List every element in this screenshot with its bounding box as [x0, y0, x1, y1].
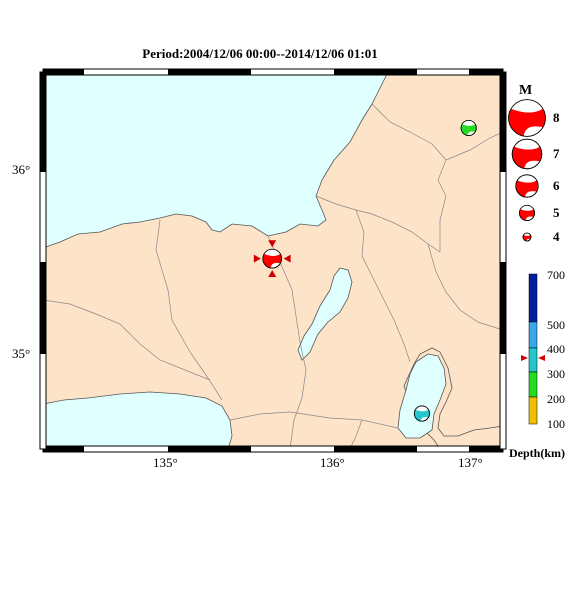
- ise-bay: [397, 353, 447, 439]
- magnitude-legend-value-5: 5: [553, 205, 560, 220]
- depth-tick-100: 100: [547, 417, 565, 431]
- lon-label-137: 137°: [458, 455, 483, 470]
- lat-label-36: 36°: [12, 162, 30, 177]
- depth-band-500-400: [528, 321, 538, 349]
- prefecture-borders: [43, 103, 503, 449]
- depth-band-300-200: [528, 371, 538, 398]
- depth-tick-500: 500: [547, 318, 565, 332]
- axis-labels: 36° 35° 135° 136° 137°: [12, 162, 483, 470]
- depth-band-700-500: [528, 273, 538, 323]
- magnitude-legend-value-4: 4: [553, 229, 560, 244]
- magnitude-legend-ball-4: [522, 232, 532, 242]
- depth-tick-200: 200: [547, 392, 565, 406]
- magnitude-legend-value-8: 8: [553, 110, 560, 125]
- depth-band-400-300: [528, 347, 538, 373]
- depth-tick-300: 300: [547, 367, 565, 381]
- depth-tick-700: 700: [547, 268, 565, 282]
- lon-label-135: 135°: [153, 455, 178, 470]
- magnitude-legend-ball-6: [515, 174, 539, 198]
- magnitude-legend: M 8 7 6 5 4: [508, 83, 560, 244]
- magnitude-legend-ball-7: [511, 138, 543, 170]
- depth-legend: 700 500 400 300 200 100 Depth(km): [509, 268, 565, 460]
- events-layer: [253, 119, 477, 422]
- lon-label-136: 136°: [320, 455, 345, 470]
- magnitude-legend-ball-8: [508, 99, 546, 137]
- depth-marker-left-icon: [521, 355, 528, 361]
- depth-band-200-100: [528, 396, 538, 425]
- lake-biwa: [297, 267, 353, 361]
- lat-label-35: 35°: [12, 346, 30, 361]
- event-axis-arrows-icon: [253, 240, 291, 278]
- map-frame: [39, 68, 507, 453]
- depth-marker-right-icon: [538, 355, 545, 361]
- magnitude-legend-value-7: 7: [553, 146, 560, 161]
- depth-legend-title: Depth(km): [509, 446, 565, 460]
- osaka-bay: [43, 391, 233, 449]
- event-wakasa-bay: [262, 248, 283, 269]
- event-north-east: [460, 119, 477, 136]
- magnitude-legend-value-6: 6: [553, 178, 560, 193]
- period-title: Period:2004/12/06 00:00--2014/12/06 01:0…: [142, 46, 378, 61]
- depth-tick-400: 400: [547, 342, 565, 356]
- magnitude-legend-label: M: [519, 83, 532, 98]
- event-ise-bay: [413, 405, 430, 422]
- magnitude-legend-ball-5: [519, 204, 536, 221]
